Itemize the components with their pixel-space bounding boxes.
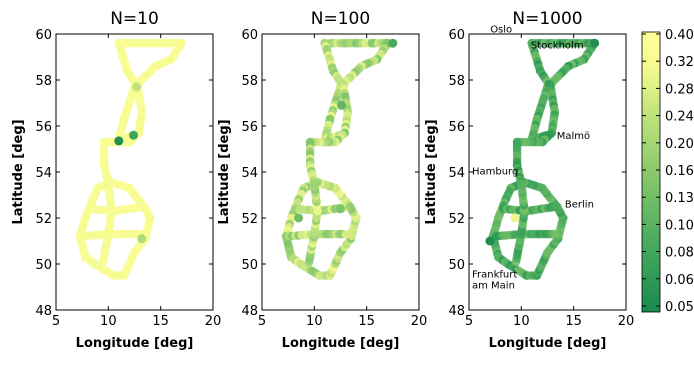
scatter-point: [114, 136, 124, 146]
y-axis-label: Latitude [deg]: [11, 119, 26, 224]
x-tick-label: 5: [52, 314, 60, 329]
scatter-points: [485, 38, 600, 280]
colorbar-gradient: [641, 31, 661, 313]
colorbar-tick-label: 0.05: [665, 300, 694, 315]
x-axis-label: Longitude [deg]: [489, 336, 607, 351]
chart-panel-1: N=10 5 10 15 20 48 50 52 54 56 58 60 Longitude [deg]…: [11, 9, 221, 351]
colorbar-tick-label: 0.08: [665, 246, 694, 261]
y-tick-label: 56: [241, 120, 258, 135]
chart-panel-3: N=1000 5 10 15 20 48 50 52 54 56 58 60 Longitude [de…: [424, 9, 634, 351]
x-tick-label: 5: [258, 314, 266, 329]
x-axis-label: Longitude [deg]: [282, 336, 400, 351]
x-tick-label: 15: [358, 314, 375, 329]
scatter-point: [129, 130, 138, 140]
y-axis-label: Latitude [deg]: [424, 119, 439, 224]
x-tick-label: 10: [100, 314, 117, 329]
y-tick-label: 60: [448, 28, 465, 43]
scatter-point: [139, 202, 149, 211]
scatter-point: [344, 229, 354, 239]
y-tick-label: 56: [35, 120, 52, 135]
y-tick-label: 58: [35, 74, 52, 89]
y-tick-label: 54: [241, 166, 258, 181]
scatter-point: [310, 179, 319, 188]
scatter-point: [345, 202, 355, 211]
y-tick-label: 58: [241, 74, 258, 89]
y-tick-label: 56: [448, 120, 465, 135]
scatter-point: [137, 234, 147, 244]
y-tick-label: 60: [35, 28, 52, 43]
colorbar-tick-label: 0.40: [665, 28, 694, 43]
city-label: Malmö: [557, 131, 590, 142]
x-tick-label: 20: [205, 314, 222, 329]
y-tick-label: 52: [35, 212, 52, 227]
x-tick-label: 10: [513, 314, 530, 329]
y-tick-label: 54: [35, 166, 52, 181]
x-tick-label: 5: [465, 314, 473, 329]
scatter-points: [281, 38, 398, 280]
y-tick-label: 50: [448, 258, 465, 273]
colorbar-tick-label: 0.16: [665, 164, 694, 179]
scatter-point: [294, 213, 304, 223]
panel-title: N=100: [311, 9, 370, 29]
colorbar-tick-label: 0.10: [665, 218, 694, 233]
x-tick-label: 15: [565, 314, 582, 329]
y-tick-label: 58: [448, 74, 465, 89]
scatter-point: [104, 179, 113, 188]
y-tick-label: 52: [448, 212, 465, 227]
y-tick-label: 50: [241, 258, 258, 273]
y-axis-label: Latitude [deg]: [217, 119, 232, 224]
x-tick-label: 15: [152, 314, 169, 329]
y-tick-label: 60: [241, 28, 258, 43]
scatter-point: [590, 38, 600, 48]
colorbar-tick-label: 0.20: [665, 137, 694, 152]
city-label: Berlin: [565, 200, 594, 211]
scatter-point: [132, 82, 142, 92]
x-tick-label: 20: [618, 314, 635, 329]
city-label: Oslo: [490, 24, 512, 35]
scatter-point: [337, 100, 346, 110]
scatter-point: [485, 236, 495, 246]
city-label: Stockholm: [531, 40, 584, 51]
city-label: Frankfurt am Main: [472, 270, 517, 292]
scatter-point: [517, 179, 526, 188]
colorbar-tick-label: 0.24: [665, 110, 694, 125]
x-axis-label: Longitude [deg]: [76, 336, 194, 351]
colorbar-tick-label: 0.32: [665, 55, 694, 70]
chart-panel-2: N=100 5 10 15 20 48 50 52 54 56 58 60 Longitude [deg…: [217, 9, 427, 351]
city-label: Hamburg: [472, 166, 518, 177]
scatter-point: [552, 202, 562, 211]
panel-title: N=10: [110, 9, 159, 29]
colorbar-tick-label: 0.28: [665, 82, 694, 97]
panel-title: N=1000: [512, 9, 582, 29]
y-tick-label: 52: [241, 212, 258, 227]
scatter-point: [388, 38, 398, 48]
y-tick-label: 48: [448, 304, 465, 319]
scatter-point: [551, 229, 561, 239]
y-tick-label: 50: [35, 258, 52, 273]
x-tick-label: 10: [306, 314, 323, 329]
y-tick-label: 48: [35, 304, 52, 319]
x-tick-label: 20: [411, 314, 428, 329]
y-tick-label: 48: [241, 304, 258, 319]
scatter-points: [75, 38, 186, 280]
colorbar-tick-label: 0.06: [665, 273, 694, 288]
colorbar: 0.40 0.32 0.28 0.24 0.20 0.16 0.13 0.10 0.08 0.06…: [641, 28, 694, 315]
scatter-point: [510, 213, 520, 223]
y-tick-label: 54: [448, 166, 465, 181]
colorbar-tick-label: 0.13: [665, 191, 694, 206]
scatter-point: [336, 204, 345, 214]
